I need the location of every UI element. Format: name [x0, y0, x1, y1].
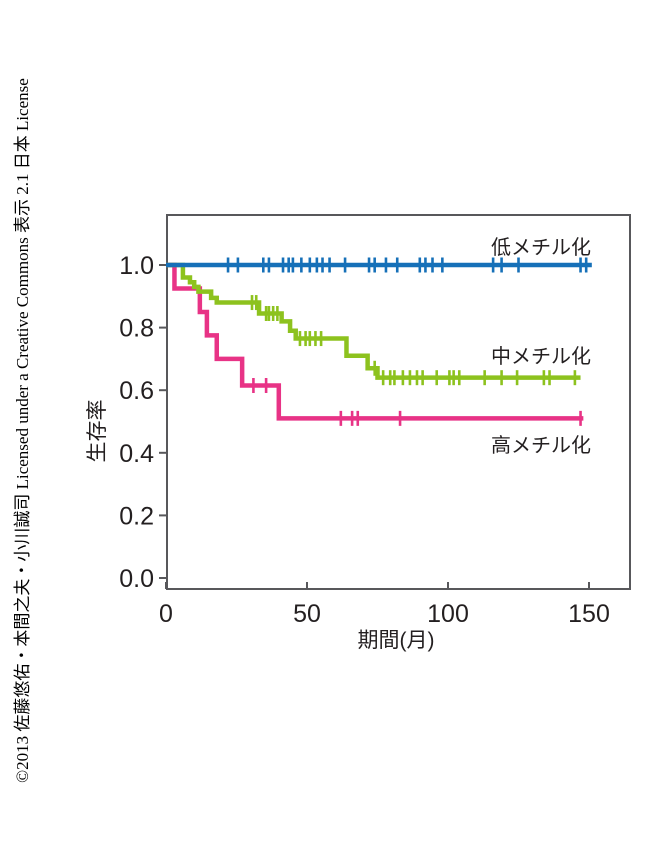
- x-tick-label: 0: [159, 600, 173, 628]
- series-label-high-methylation: 高メチル化: [491, 434, 591, 457]
- series-label-low-methylation: 低メチル化: [491, 236, 591, 259]
- plot-box: [166, 214, 631, 590]
- y-tick-label: 0.6: [119, 377, 154, 405]
- y-tick-label: 0.8: [119, 315, 154, 343]
- x-tick-label: 100: [427, 600, 469, 628]
- y-tick-label: 0.0: [119, 565, 154, 593]
- y-axis-title: 生存率: [86, 400, 109, 463]
- chart-labels: 高メチル化 中メチル化 低メチル化: [491, 236, 591, 457]
- series-label-mid-methylation: 中メチル化: [491, 345, 591, 368]
- curve-mid-methylation: [166, 262, 581, 380]
- x-tick-label: 150: [568, 600, 610, 628]
- plot-area: 0.0 0.2 0.4 0.6 0.8 1.0 0 50 100 150: [119, 214, 631, 628]
- y-tick-label: 1.0: [119, 252, 154, 280]
- x-tick-label: 50: [293, 600, 321, 628]
- y-tick-label: 0.2: [119, 502, 154, 530]
- curve-high-methylation: [166, 262, 584, 421]
- x-axis-title: 期間(月): [358, 629, 435, 652]
- survival-curves: [166, 257, 592, 426]
- y-tick-label: 0.4: [119, 440, 154, 468]
